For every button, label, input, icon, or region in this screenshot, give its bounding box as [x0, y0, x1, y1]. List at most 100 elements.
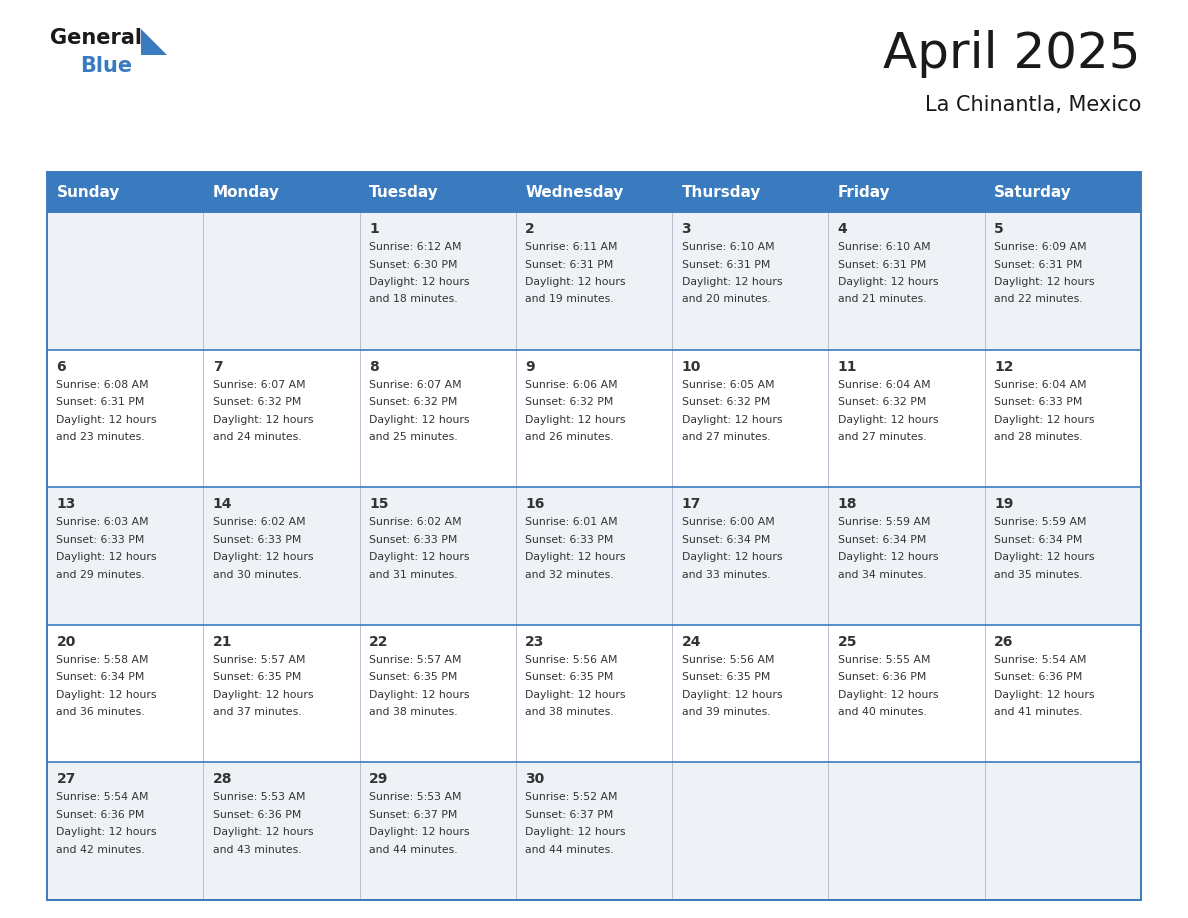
Text: 26: 26 — [994, 635, 1013, 649]
Text: and 19 minutes.: and 19 minutes. — [525, 295, 614, 305]
Text: Sunrise: 6:03 AM: Sunrise: 6:03 AM — [56, 517, 148, 527]
Text: Sunday: Sunday — [56, 185, 120, 199]
Text: and 36 minutes.: and 36 minutes. — [56, 707, 145, 717]
Text: Daylight: 12 hours: Daylight: 12 hours — [838, 553, 939, 562]
Text: Sunset: 6:32 PM: Sunset: 6:32 PM — [838, 397, 927, 407]
Text: Daylight: 12 hours: Daylight: 12 hours — [369, 689, 469, 700]
Text: 3: 3 — [682, 222, 691, 236]
Text: Sunset: 6:37 PM: Sunset: 6:37 PM — [369, 810, 457, 820]
Text: Sunrise: 6:07 AM: Sunrise: 6:07 AM — [369, 380, 462, 389]
Text: 19: 19 — [994, 498, 1013, 511]
Text: and 34 minutes.: and 34 minutes. — [838, 570, 927, 579]
Text: and 27 minutes.: and 27 minutes. — [838, 432, 927, 442]
Text: April 2025: April 2025 — [884, 30, 1140, 78]
Text: Daylight: 12 hours: Daylight: 12 hours — [213, 689, 314, 700]
Text: and 41 minutes.: and 41 minutes. — [994, 707, 1082, 717]
Text: Daylight: 12 hours: Daylight: 12 hours — [56, 415, 157, 425]
Text: Sunset: 6:33 PM: Sunset: 6:33 PM — [213, 534, 301, 544]
Text: Daylight: 12 hours: Daylight: 12 hours — [56, 553, 157, 562]
Text: 11: 11 — [838, 360, 858, 374]
Text: Sunrise: 5:58 AM: Sunrise: 5:58 AM — [56, 655, 148, 665]
Text: Sunset: 6:35 PM: Sunset: 6:35 PM — [213, 672, 301, 682]
Text: Daylight: 12 hours: Daylight: 12 hours — [838, 415, 939, 425]
Text: Sunrise: 6:10 AM: Sunrise: 6:10 AM — [838, 242, 930, 252]
Text: 23: 23 — [525, 635, 544, 649]
Text: 24: 24 — [682, 635, 701, 649]
Text: Monday: Monday — [213, 185, 279, 199]
Text: and 30 minutes.: and 30 minutes. — [213, 570, 302, 579]
Text: 17: 17 — [682, 498, 701, 511]
Text: Sunset: 6:33 PM: Sunset: 6:33 PM — [994, 397, 1082, 407]
Text: Sunset: 6:32 PM: Sunset: 6:32 PM — [213, 397, 301, 407]
Text: Sunrise: 6:10 AM: Sunrise: 6:10 AM — [682, 242, 775, 252]
Text: Daylight: 12 hours: Daylight: 12 hours — [369, 415, 469, 425]
Text: Saturday: Saturday — [994, 185, 1072, 199]
Text: Daylight: 12 hours: Daylight: 12 hours — [838, 277, 939, 287]
Text: Blue: Blue — [80, 57, 132, 76]
Bar — [48, 487, 1140, 625]
Polygon shape — [141, 29, 168, 55]
Text: 28: 28 — [213, 772, 232, 787]
Text: Daylight: 12 hours: Daylight: 12 hours — [56, 689, 157, 700]
Text: Sunset: 6:31 PM: Sunset: 6:31 PM — [994, 260, 1082, 270]
Text: Friday: Friday — [838, 185, 891, 199]
Text: 16: 16 — [525, 498, 544, 511]
Text: and 43 minutes.: and 43 minutes. — [213, 845, 302, 855]
Text: and 37 minutes.: and 37 minutes. — [213, 707, 302, 717]
Text: Sunrise: 5:53 AM: Sunrise: 5:53 AM — [369, 792, 461, 802]
Text: Sunrise: 6:01 AM: Sunrise: 6:01 AM — [525, 517, 618, 527]
Text: Sunrise: 6:04 AM: Sunrise: 6:04 AM — [838, 380, 930, 389]
Text: and 23 minutes.: and 23 minutes. — [56, 432, 145, 442]
Text: Daylight: 12 hours: Daylight: 12 hours — [994, 277, 1094, 287]
Text: 25: 25 — [838, 635, 858, 649]
Text: 29: 29 — [369, 772, 388, 787]
Bar — [48, 350, 1140, 487]
Text: Sunset: 6:36 PM: Sunset: 6:36 PM — [213, 810, 301, 820]
Text: Sunrise: 5:53 AM: Sunrise: 5:53 AM — [213, 792, 305, 802]
Text: Daylight: 12 hours: Daylight: 12 hours — [525, 415, 626, 425]
Text: and 40 minutes.: and 40 minutes. — [838, 707, 927, 717]
Text: Sunset: 6:36 PM: Sunset: 6:36 PM — [838, 672, 927, 682]
Text: and 39 minutes.: and 39 minutes. — [682, 707, 770, 717]
Text: and 25 minutes.: and 25 minutes. — [369, 432, 457, 442]
Text: and 27 minutes.: and 27 minutes. — [682, 432, 770, 442]
Text: 30: 30 — [525, 772, 544, 787]
Text: Sunrise: 6:11 AM: Sunrise: 6:11 AM — [525, 242, 618, 252]
Bar — [48, 212, 1140, 350]
Text: Sunrise: 5:56 AM: Sunrise: 5:56 AM — [525, 655, 618, 665]
Text: Sunset: 6:37 PM: Sunset: 6:37 PM — [525, 810, 614, 820]
Text: Sunrise: 5:54 AM: Sunrise: 5:54 AM — [56, 792, 148, 802]
Text: and 31 minutes.: and 31 minutes. — [369, 570, 457, 579]
Text: Sunrise: 6:04 AM: Sunrise: 6:04 AM — [994, 380, 1087, 389]
Text: 18: 18 — [838, 498, 858, 511]
Text: Sunrise: 5:55 AM: Sunrise: 5:55 AM — [838, 655, 930, 665]
Text: Sunrise: 5:57 AM: Sunrise: 5:57 AM — [213, 655, 305, 665]
Text: Sunset: 6:36 PM: Sunset: 6:36 PM — [56, 810, 145, 820]
Text: and 28 minutes.: and 28 minutes. — [994, 432, 1082, 442]
Text: Daylight: 12 hours: Daylight: 12 hours — [682, 553, 782, 562]
Text: Sunrise: 5:57 AM: Sunrise: 5:57 AM — [369, 655, 461, 665]
Text: Sunrise: 6:02 AM: Sunrise: 6:02 AM — [369, 517, 462, 527]
Text: Sunset: 6:35 PM: Sunset: 6:35 PM — [525, 672, 614, 682]
Text: Daylight: 12 hours: Daylight: 12 hours — [213, 553, 314, 562]
Text: Sunrise: 6:12 AM: Sunrise: 6:12 AM — [369, 242, 461, 252]
Text: Wednesday: Wednesday — [525, 185, 624, 199]
Text: Sunrise: 5:54 AM: Sunrise: 5:54 AM — [994, 655, 1087, 665]
Text: Sunrise: 6:08 AM: Sunrise: 6:08 AM — [56, 380, 148, 389]
Text: Sunset: 6:33 PM: Sunset: 6:33 PM — [369, 534, 457, 544]
Text: 12: 12 — [994, 360, 1013, 374]
Text: Sunset: 6:31 PM: Sunset: 6:31 PM — [682, 260, 770, 270]
Text: 20: 20 — [56, 635, 76, 649]
Text: 2: 2 — [525, 222, 535, 236]
Text: Sunset: 6:34 PM: Sunset: 6:34 PM — [838, 534, 927, 544]
Text: 22: 22 — [369, 635, 388, 649]
Text: and 22 minutes.: and 22 minutes. — [994, 295, 1082, 305]
Text: 13: 13 — [56, 498, 76, 511]
Text: 4: 4 — [838, 222, 847, 236]
Text: and 38 minutes.: and 38 minutes. — [525, 707, 614, 717]
Text: Sunrise: 5:59 AM: Sunrise: 5:59 AM — [838, 517, 930, 527]
Text: and 44 minutes.: and 44 minutes. — [369, 845, 457, 855]
Text: and 20 minutes.: and 20 minutes. — [682, 295, 770, 305]
Text: 5: 5 — [994, 222, 1004, 236]
Text: Sunrise: 6:02 AM: Sunrise: 6:02 AM — [213, 517, 305, 527]
